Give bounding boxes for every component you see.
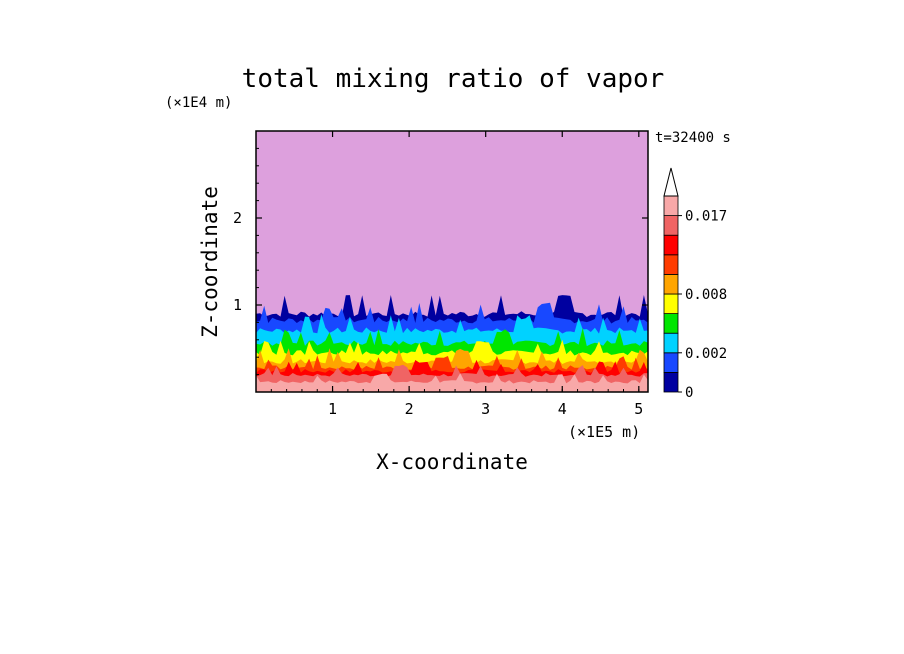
plot-frame: [255, 130, 649, 393]
y-tick-label: 2: [233, 209, 242, 227]
colorbar-label: 0.002: [685, 346, 727, 362]
x-tick-label: 2: [405, 400, 414, 418]
contour-band: [256, 373, 648, 392]
x-axis: 1 2 3 4 5: [270, 131, 643, 418]
colorbar-swatch: [663, 371, 679, 393]
x-axis-unit: (×1E5 m): [568, 423, 640, 441]
y-axis: 12: [233, 147, 648, 376]
colorbar-label: 0: [685, 385, 693, 401]
colorbar-swatch: [663, 254, 679, 275]
x-axis-label: X-coordinate: [376, 450, 528, 474]
y-axis-unit: (×1E4 m): [165, 95, 232, 111]
colorbar-label: 0.017: [685, 209, 727, 225]
x-tick-label: 5: [634, 400, 643, 418]
x-tick-label: 1: [328, 400, 337, 418]
colorbar-swatch: [663, 234, 679, 256]
colorbar-swatch: [663, 313, 679, 334]
x-tick-label: 3: [481, 400, 490, 418]
colorbar-extend-arrow: [663, 167, 679, 197]
y-tick-label: 1: [233, 296, 242, 314]
colorbar-swatch: [663, 195, 679, 217]
time-label: t=32400 s: [655, 130, 731, 146]
colorbar-swatch: [663, 352, 679, 373]
colorbar: 0.017 0.008 0.002 0: [663, 167, 727, 401]
x-tick-label: 4: [558, 400, 567, 418]
colorbar-swatch: [663, 215, 679, 236]
y-axis-label: Z-coordinate: [198, 186, 222, 338]
plot-area: [256, 131, 648, 392]
chart-title: total mixing ratio of vapor: [242, 64, 665, 94]
colorbar-swatch: [663, 293, 679, 315]
colorbar-swatch: [663, 332, 679, 354]
colorbar-label: 0.008: [685, 287, 727, 303]
colorbar-swatch: [663, 273, 679, 295]
